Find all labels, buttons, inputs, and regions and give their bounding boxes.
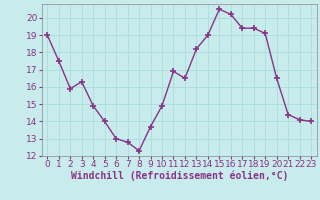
X-axis label: Windchill (Refroidissement éolien,°C): Windchill (Refroidissement éolien,°C)	[70, 171, 288, 181]
